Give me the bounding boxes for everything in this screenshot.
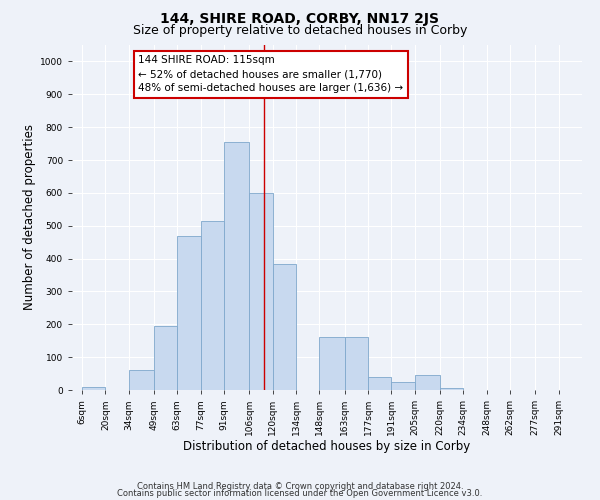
Bar	[272, 264, 296, 390]
Text: Contains public sector information licensed under the Open Government Licence v3: Contains public sector information licen…	[118, 490, 482, 498]
Bar	[440, 388, 463, 390]
Text: 144, SHIRE ROAD, CORBY, NN17 2JS: 144, SHIRE ROAD, CORBY, NN17 2JS	[161, 12, 439, 26]
Bar	[178, 236, 201, 390]
Bar	[249, 193, 272, 390]
Y-axis label: Number of detached properties: Number of detached properties	[23, 124, 36, 310]
Bar	[201, 221, 224, 390]
Bar	[224, 142, 249, 390]
Bar	[319, 338, 344, 390]
Bar	[368, 377, 391, 390]
Bar	[344, 338, 368, 390]
Text: Contains HM Land Registry data © Crown copyright and database right 2024.: Contains HM Land Registry data © Crown c…	[137, 482, 463, 491]
X-axis label: Distribution of detached houses by size in Corby: Distribution of detached houses by size …	[184, 440, 470, 452]
Bar	[391, 382, 415, 390]
Text: 144 SHIRE ROAD: 115sqm
← 52% of detached houses are smaller (1,770)
48% of semi-: 144 SHIRE ROAD: 115sqm ← 52% of detached…	[139, 56, 403, 94]
Bar	[154, 326, 178, 390]
Text: Size of property relative to detached houses in Corby: Size of property relative to detached ho…	[133, 24, 467, 37]
Bar	[415, 375, 440, 390]
Bar	[82, 386, 106, 390]
Bar	[129, 370, 154, 390]
